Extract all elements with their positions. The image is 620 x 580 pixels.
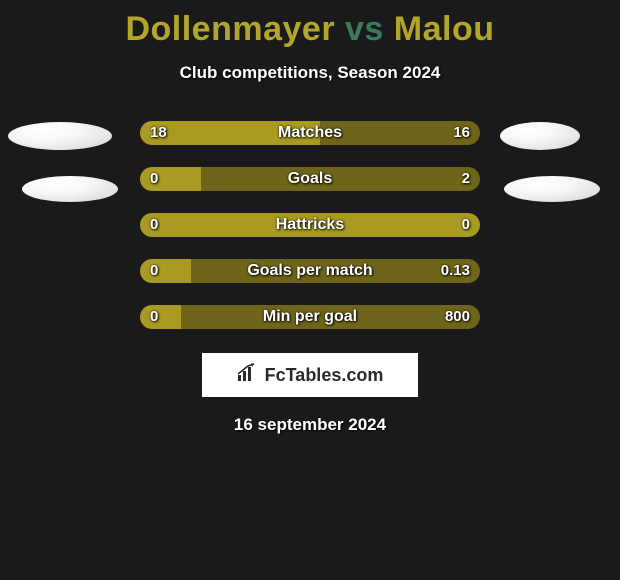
stat-row: 02Goals	[0, 167, 620, 191]
page-title: Dollenmayer vs Malou	[0, 0, 620, 49]
stat-row: 00.13Goals per match	[0, 259, 620, 283]
stat-row: 0800Min per goal	[0, 305, 620, 329]
title-player2: Malou	[394, 10, 495, 48]
stats-rows: 1816Matches 02Goals 00Hattricks 00.13Goals …	[0, 121, 620, 329]
logo-text: FcTables.com	[265, 365, 384, 386]
metric-label: Matches	[140, 121, 480, 145]
stat-row: 00Hattricks	[0, 213, 620, 237]
date-text: 16 september 2024	[0, 415, 620, 435]
logo-box: FcTables.com	[202, 353, 418, 397]
metric-label: Hattricks	[140, 213, 480, 237]
metric-label: Goals per match	[140, 259, 480, 283]
stat-row: 1816Matches	[0, 121, 620, 145]
title-player1: Dollenmayer	[125, 10, 335, 48]
metric-label: Goals	[140, 167, 480, 191]
subtitle: Club competitions, Season 2024	[0, 63, 620, 83]
logo-chart-icon	[237, 363, 259, 388]
title-vs: vs	[345, 10, 384, 48]
metric-label: Min per goal	[140, 305, 480, 329]
